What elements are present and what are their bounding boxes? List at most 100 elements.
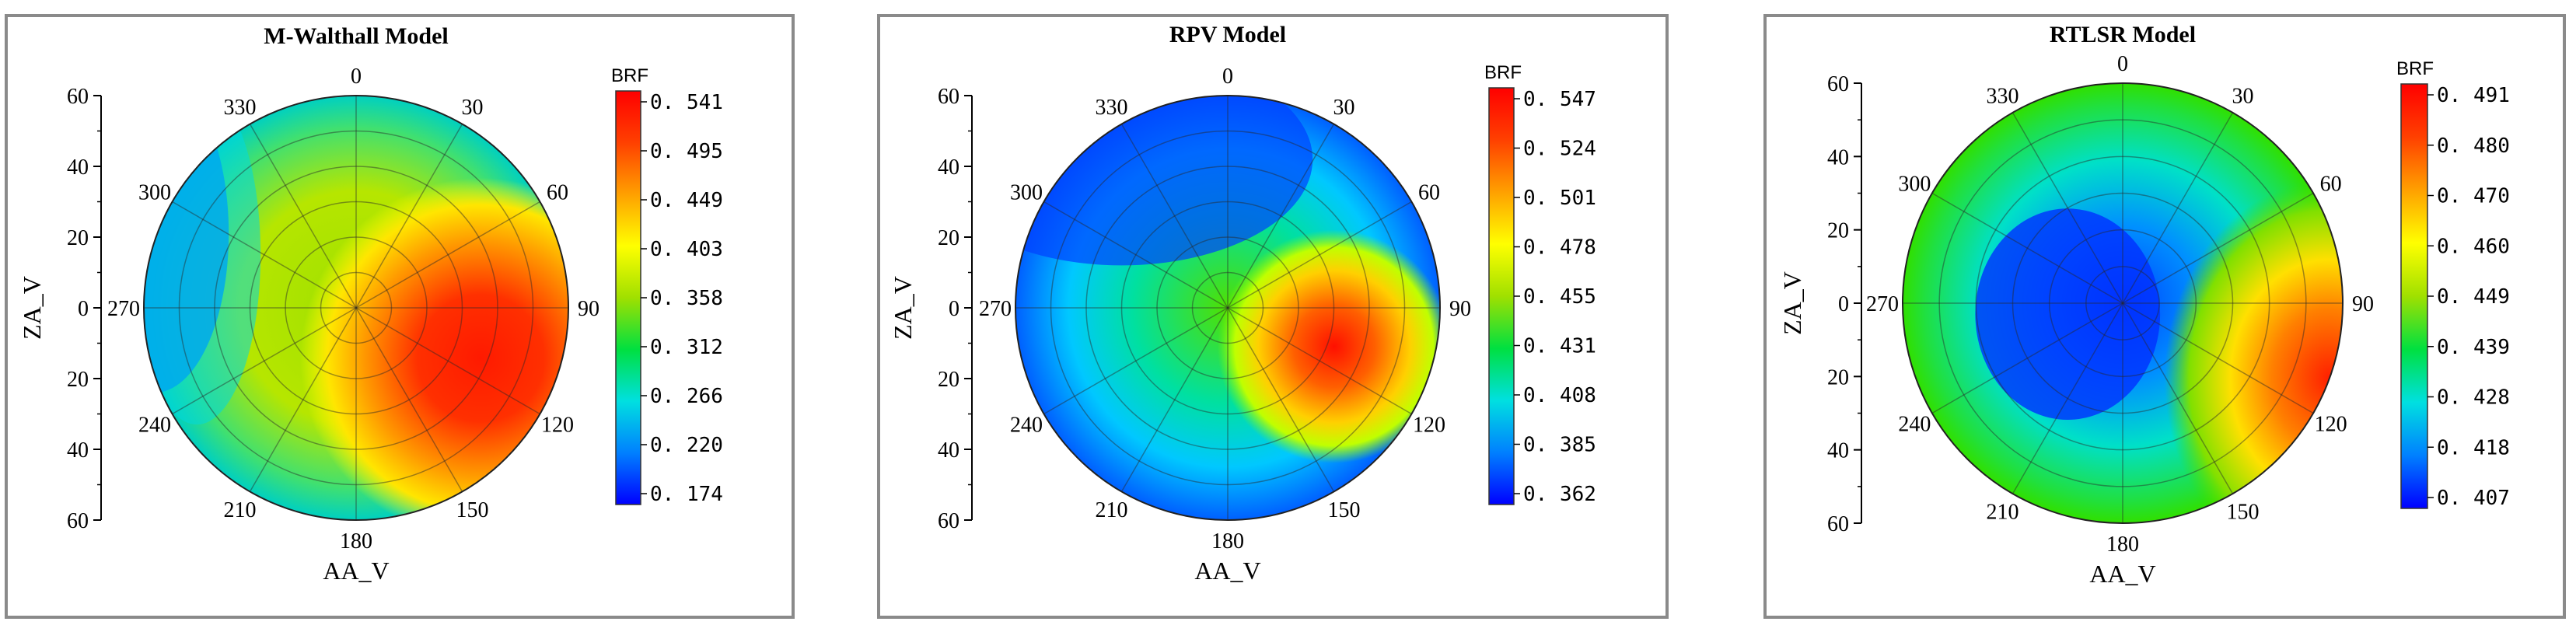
grid-spoke [2122, 192, 2314, 304]
angle-tick-30: 30 [2232, 84, 2254, 108]
angle-tick-300: 300 [1898, 173, 1931, 197]
angle-tick-240: 240 [1010, 414, 1043, 438]
grid-ring [178, 130, 534, 486]
angle-tick-240: 240 [1898, 413, 1931, 437]
radial-tick-label: 20 [938, 226, 959, 250]
grid-spoke [1931, 192, 2123, 304]
polar-outline [143, 95, 569, 521]
grid-spoke [1043, 307, 1229, 415]
polar-field [1903, 83, 2343, 523]
angle-tick-150: 150 [2227, 501, 2260, 525]
colorbar-tick-label: 0. 470 [2437, 185, 2510, 208]
colorbar-tick-label: 0. 220 [650, 434, 723, 457]
grid-spoke [1931, 302, 2123, 414]
colorbar-tick-label: 0. 266 [650, 385, 723, 408]
angle-tick-180: 180 [2106, 532, 2139, 557]
grid-spoke [1120, 124, 1229, 309]
colorbar-tick-label: 0. 449 [650, 189, 723, 212]
radial-tick-label: 40 [938, 155, 959, 180]
grid-spoke [2122, 112, 2234, 304]
radial-tick-label: 20 [67, 226, 89, 250]
grid-ring [1191, 271, 1264, 344]
grid-ring [214, 166, 498, 450]
angle-tick-0: 0 [1222, 65, 1233, 89]
colorbar-tick-label: 0. 480 [2437, 134, 2510, 158]
colorbar-tick-label: 0. 541 [650, 91, 723, 114]
y-axis-label: ZA_V [1778, 271, 1806, 335]
angle-tick-210: 210 [1096, 498, 1128, 522]
angle-tick-60: 60 [2320, 173, 2342, 197]
angle-tick-90: 90 [1449, 297, 1471, 321]
grid-spoke [2012, 112, 2123, 304]
angle-tick-30: 30 [1333, 96, 1355, 120]
grid-spoke [1227, 124, 1335, 309]
radial-tick-label: 60 [1827, 72, 1849, 96]
grid-spoke [1227, 307, 1335, 492]
angle-tick-270: 270 [979, 297, 1012, 321]
polar-outline [1902, 82, 2344, 524]
angle-tick-300: 300 [1010, 181, 1043, 205]
angle-tick-120: 120 [541, 414, 574, 438]
colorbar-tick-label: 0. 418 [2437, 436, 2510, 459]
angle-tick-60: 60 [1418, 181, 1440, 205]
radial-tick-label: 60 [67, 85, 89, 109]
chart-title: M-Walthall Model [264, 23, 448, 49]
colorbar-tick-label: 0. 495 [650, 140, 723, 163]
grid-spoke [1043, 201, 1229, 309]
angle-tick-90: 90 [578, 297, 599, 321]
colorbar-tick-label: 0. 428 [2437, 386, 2510, 410]
radial-tick-label: 60 [938, 85, 959, 109]
grid-ring [1120, 201, 1335, 415]
grid-ring [1938, 119, 2307, 487]
radial-tick-label: 40 [938, 438, 959, 463]
radial-tick-label: 40 [67, 438, 89, 463]
colorbar-tick-label: 0. 455 [1523, 285, 1596, 309]
grid-ring [1050, 130, 1406, 486]
colorbar-tick-label: 0. 501 [1523, 187, 1596, 210]
angle-tick-330: 330 [1987, 84, 2019, 108]
grid-ring [249, 201, 463, 415]
cold-region [1015, 96, 1313, 266]
angle-tick-0: 0 [351, 65, 362, 89]
angle-tick-30: 30 [462, 96, 484, 120]
radial-tick-label: 40 [1827, 145, 1849, 169]
colorbar-tick-label: 0. 547 [1523, 88, 1596, 111]
grid-spoke [355, 307, 540, 415]
angle-tick-240: 240 [138, 414, 171, 438]
x-axis-label: AA_V [1194, 557, 1260, 585]
grid-spoke [249, 124, 357, 309]
grid-ring [1156, 236, 1299, 379]
colorbar-tick-label: 0. 403 [650, 238, 723, 261]
hotspot [300, 177, 568, 520]
angle-tick-210: 210 [1987, 501, 2019, 525]
radial-tick-label: 20 [938, 368, 959, 392]
angle-tick-300: 300 [138, 181, 171, 205]
angle-tick-330: 330 [224, 96, 257, 120]
y-axis-label: ZA_V [18, 276, 46, 340]
angle-tick-90: 90 [2352, 292, 2374, 316]
colorbar-gradient [2400, 83, 2428, 509]
radial-tick-label: 20 [1827, 219, 1849, 243]
grid-spoke [2012, 302, 2123, 494]
chart-panel-rtlsr: RTLSR Model 0 30 60 90 120 150 180 210 240 270 300 3… [1763, 14, 2566, 619]
cold-region [1975, 208, 2161, 420]
radial-tick-label: 60 [1827, 512, 1849, 536]
polar-grid [1015, 96, 1440, 520]
grid-spoke [355, 124, 463, 309]
grid-ring [1975, 155, 2270, 451]
angle-tick-180: 180 [1211, 529, 1244, 553]
polar-field [144, 96, 568, 520]
grid-ring [2048, 229, 2197, 378]
y-axis-label: ZA_V [889, 276, 917, 340]
angle-tick-210: 210 [224, 498, 257, 522]
hotspot [1217, 229, 1440, 463]
radial-tick-label: 20 [1827, 365, 1849, 389]
x-axis-label: AA_V [323, 557, 389, 585]
colorbar-tick-label: 0. 491 [2437, 84, 2510, 107]
grid-spoke [172, 307, 357, 415]
chart-title: RPV Model [1169, 22, 1286, 47]
angle-tick-270: 270 [1866, 292, 1899, 316]
radial-axis: 60 40 20 0 20 40 60 [67, 85, 102, 533]
